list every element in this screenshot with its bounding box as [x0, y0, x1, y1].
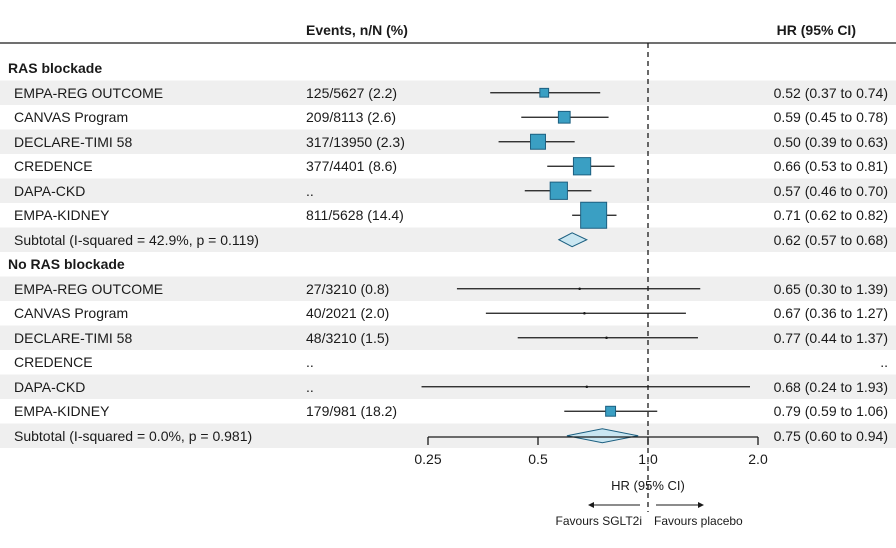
point-estimate-dot — [583, 311, 586, 315]
study-label: CANVAS Program — [14, 109, 129, 125]
row-stripe — [0, 227, 896, 252]
study-label: CANVAS Program — [14, 305, 129, 321]
events-value: 27/3210 (0.8) — [306, 280, 390, 297]
hr-value: 0.67 (0.36 to 1.27) — [773, 305, 888, 321]
hr-value: 0.77 (0.44 to 1.37) — [773, 329, 888, 346]
hr-value: .. — [880, 354, 888, 370]
row-stripe — [0, 178, 896, 203]
hr-value: 0.65 (0.30 to 1.39) — [773, 280, 888, 297]
events-value: 40/2021 (2.0) — [306, 305, 390, 321]
study-label: DAPA-CKD — [14, 378, 86, 395]
favours-right-arrowhead — [698, 502, 704, 508]
hr-value: 0.75 (0.60 to 0.94) — [773, 427, 888, 444]
row-stripe — [0, 129, 896, 154]
point-estimate-box — [530, 133, 546, 150]
study-label: DECLARE-TIMI 58 — [14, 133, 133, 150]
events-value: 377/4401 (8.6) — [306, 158, 398, 174]
hr-value: 0.68 (0.24 to 1.93) — [773, 378, 888, 395]
point-estimate-box — [580, 201, 608, 229]
hr-column-header: HR (95% CI) — [776, 22, 856, 38]
events-value: 179/981 (18.2) — [306, 403, 398, 419]
hr-value: 0.71 (0.62 to 0.82) — [773, 207, 888, 223]
hr-value: 0.57 (0.46 to 0.70) — [773, 182, 888, 199]
events-value: 317/13950 (2.3) — [306, 133, 405, 150]
subtotal-label: Subtotal (I-squared = 0.0%, p = 0.981) — [14, 427, 253, 444]
point-estimate-box — [557, 110, 571, 124]
study-label: EMPA-KIDNEY — [14, 403, 110, 419]
favours-left-label: Favours SGLT2i — [555, 514, 642, 528]
favours-right-label: Favours placebo — [654, 514, 743, 528]
x-tick-label: 1.0 — [638, 451, 658, 467]
point-estimate-dot — [578, 287, 581, 291]
favours-left-arrowhead — [588, 502, 594, 508]
row-stripe — [0, 276, 896, 301]
x-tick-label: 2.0 — [748, 451, 768, 467]
row-stripe — [0, 325, 896, 350]
hr-value: 0.66 (0.53 to 0.81) — [773, 158, 888, 174]
point-estimate-box — [549, 181, 568, 200]
point-estimate-box — [572, 157, 592, 176]
study-label: EMPA-REG OUTCOME — [14, 84, 164, 101]
hr-value: 0.62 (0.57 to 0.68) — [773, 231, 888, 248]
events-column-header: Events, n/N (%) — [306, 22, 408, 38]
study-label: DAPA-CKD — [14, 182, 86, 199]
point-estimate-box — [539, 87, 550, 98]
point-estimate-dot — [585, 385, 589, 389]
events-value: 125/5627 (2.2) — [306, 84, 398, 101]
subtotal-diamond — [557, 232, 588, 248]
study-label: EMPA-KIDNEY — [14, 207, 110, 223]
hr-value: 0.79 (0.59 to 1.06) — [773, 403, 888, 419]
events-value: 209/8113 (2.6) — [306, 109, 397, 125]
study-label: EMPA-REG OUTCOME — [14, 280, 164, 297]
study-label: CREDENCE — [14, 158, 93, 174]
subtotal-label: Subtotal (I-squared = 42.9%, p = 0.119) — [14, 231, 259, 248]
events-value: 48/3210 (1.5) — [306, 329, 390, 346]
hr-value: 0.50 (0.39 to 0.63) — [773, 133, 888, 150]
events-value: 811/5628 (14.4) — [306, 207, 404, 223]
subtotal-diamond — [566, 428, 639, 444]
events-value: .. — [306, 378, 314, 395]
point-estimate-dot — [605, 336, 608, 340]
point-estimate-box — [605, 405, 617, 417]
events-value: .. — [306, 354, 314, 370]
x-tick-label: 0.25 — [414, 451, 442, 467]
x-tick-label: 0.5 — [528, 451, 548, 467]
hr-value: 0.52 (0.37 to 0.74) — [773, 84, 888, 101]
study-label: CREDENCE — [14, 354, 93, 370]
row-stripe — [0, 423, 896, 448]
events-value: .. — [306, 182, 314, 199]
x-axis-title: HR (95% CI) — [611, 478, 685, 493]
study-label: DECLARE-TIMI 58 — [14, 329, 133, 346]
hr-value: 0.59 (0.45 to 0.78) — [773, 109, 888, 125]
section-header: RAS blockade — [8, 60, 103, 76]
row-stripe — [0, 80, 896, 105]
section-header: No RAS blockade — [8, 256, 125, 272]
